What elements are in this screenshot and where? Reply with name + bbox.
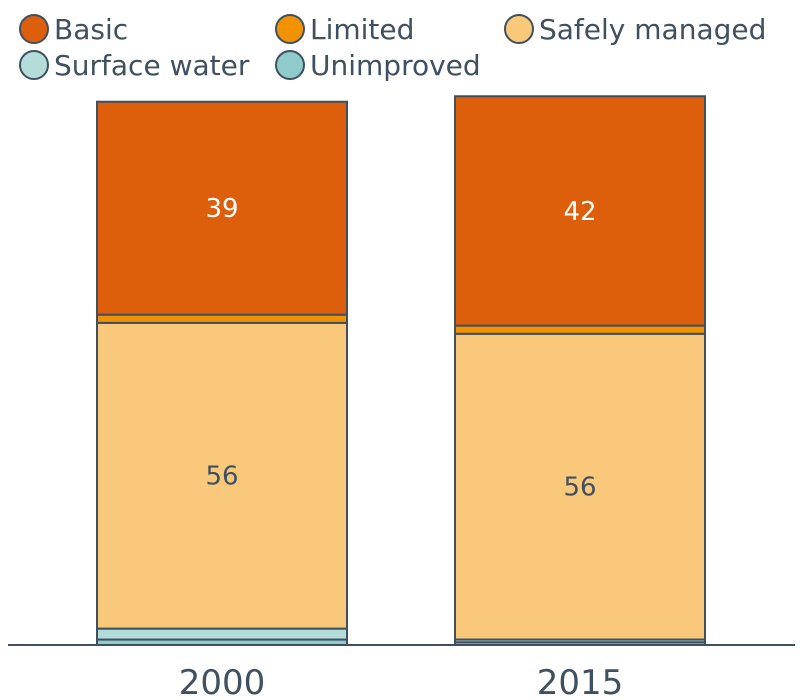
legend-marker-unimproved [275,50,305,80]
x-tick-label-2015: 2015 [537,663,624,700]
legend-label-unimproved: Unimproved [310,49,481,82]
data-label-basic-2015: 42 [563,197,596,227]
legend-label-safely-managed: Safely managed [539,13,766,46]
legend-marker-limited [275,14,305,44]
legend-marker-safely-managed [504,14,534,44]
bar-segment-limited-2015 [454,324,706,335]
legend-marker-surface-water [19,50,49,80]
legend-label-surface-water: Surface water [54,49,250,82]
bar-segment-safely-managed-2000 [96,321,348,630]
legend-marker-basic [19,14,49,44]
legend-label-limited: Limited [310,13,414,46]
data-label-safely-managed-2000: 56 [205,462,238,492]
data-label-basic-2000: 39 [205,194,238,224]
x-tick-labels: 2000 2015 [179,663,624,700]
bar-segment-basic-2000 [96,100,348,316]
bar-segment-limited-2000 [96,313,348,324]
x-tick-label-2000: 2000 [179,663,266,700]
data-label-safely-managed-2015: 56 [563,473,596,503]
bar-segment-surface-water-2000 [96,627,348,641]
legend-label-basic: Basic [54,13,128,46]
legend: Basic Limited Safely managed Surface water U… [19,13,766,82]
bars: 56 39 56 42 [96,95,706,647]
bar-segment-basic-2015 [454,95,706,327]
